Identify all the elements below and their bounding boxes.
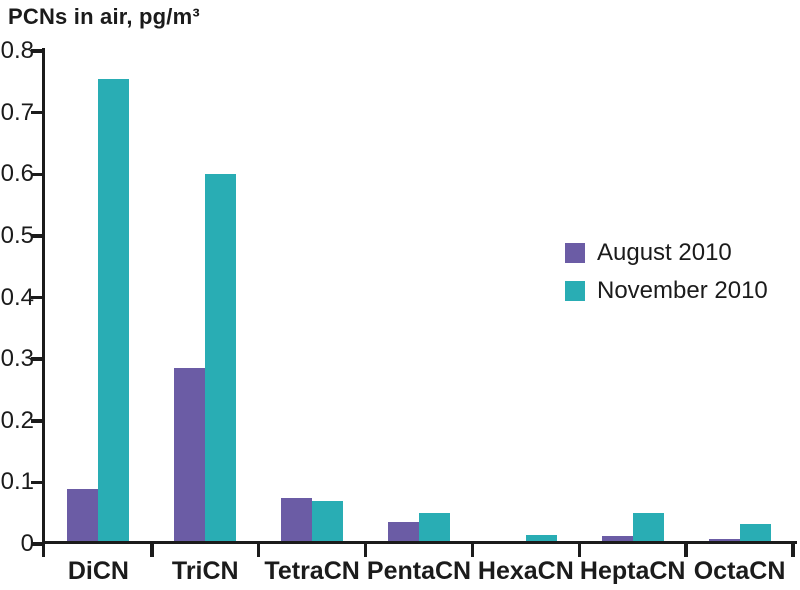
x-tick bbox=[363, 544, 368, 557]
x-tick bbox=[577, 544, 582, 557]
x-tick bbox=[791, 544, 795, 557]
bar-heptacn-august bbox=[601, 536, 633, 544]
x-axis-label-heptacn: HeptaCN bbox=[579, 557, 686, 585]
x-axis-line bbox=[41, 540, 797, 544]
y-tick-label: 0.6 bbox=[0, 160, 34, 188]
x-axis-label-pentacn: PentaCN bbox=[366, 557, 472, 585]
y-tick-label: 0.3 bbox=[0, 345, 34, 373]
x-tick bbox=[470, 544, 475, 557]
y-tick bbox=[30, 234, 42, 238]
legend: August 2010 November 2010 bbox=[565, 241, 768, 303]
y-tick-label: 0.8 bbox=[0, 37, 34, 64]
y-tick bbox=[30, 357, 42, 361]
y-tick bbox=[30, 49, 42, 53]
legend-item-august: August 2010 bbox=[565, 241, 768, 265]
y-tick-label: 0.4 bbox=[0, 283, 34, 311]
bar-tricn-november bbox=[205, 174, 237, 544]
x-axis-label-dicn: DiCN bbox=[67, 557, 129, 585]
legend-item-november: November 2010 bbox=[565, 279, 768, 303]
x-axis-label-tricn: TriCN bbox=[171, 557, 239, 585]
x-axis-label-octacn: OctaCN bbox=[693, 557, 786, 585]
y-tick-label: 0.7 bbox=[0, 98, 34, 126]
y-tick-label: 0 bbox=[20, 530, 34, 557]
y-tick-label: 0.1 bbox=[0, 468, 34, 496]
bar-octacn-november bbox=[739, 524, 771, 544]
bar-hexacn-november bbox=[525, 535, 557, 544]
y-tick bbox=[30, 480, 42, 485]
x-tick bbox=[256, 544, 261, 557]
bar-tricn-august bbox=[174, 368, 206, 544]
y-axis-line bbox=[41, 48, 45, 557]
bar-dicn-august bbox=[67, 489, 99, 544]
legend-swatch-november bbox=[565, 281, 585, 301]
bar-dicn-november bbox=[98, 79, 130, 544]
y-tick bbox=[30, 172, 42, 176]
x-tick bbox=[684, 544, 688, 557]
x-tick bbox=[150, 544, 154, 557]
bar-tetracn-november bbox=[312, 501, 344, 544]
bar-pentacn-november bbox=[419, 513, 450, 544]
y-tick bbox=[30, 110, 42, 115]
y-tick-label: 0.2 bbox=[0, 406, 34, 434]
y-tick-label: 0.5 bbox=[0, 221, 34, 249]
x-axis-label-tetracn: TetraCN bbox=[264, 557, 360, 585]
y-tick bbox=[30, 295, 42, 300]
legend-label-august: August 2010 bbox=[597, 239, 732, 266]
x-axis-label-hexacn: HexaCN bbox=[477, 557, 574, 585]
legend-swatch-august bbox=[565, 243, 585, 263]
bar-pentacn-august bbox=[388, 522, 419, 544]
y-tick bbox=[30, 542, 42, 546]
y-tick bbox=[30, 419, 42, 423]
bar-tetracn-august bbox=[281, 498, 313, 544]
bar-heptacn-november bbox=[632, 513, 664, 544]
legend-label-november: November 2010 bbox=[597, 277, 768, 304]
chart-title: PCNs in air, pg/m³ bbox=[8, 4, 200, 29]
